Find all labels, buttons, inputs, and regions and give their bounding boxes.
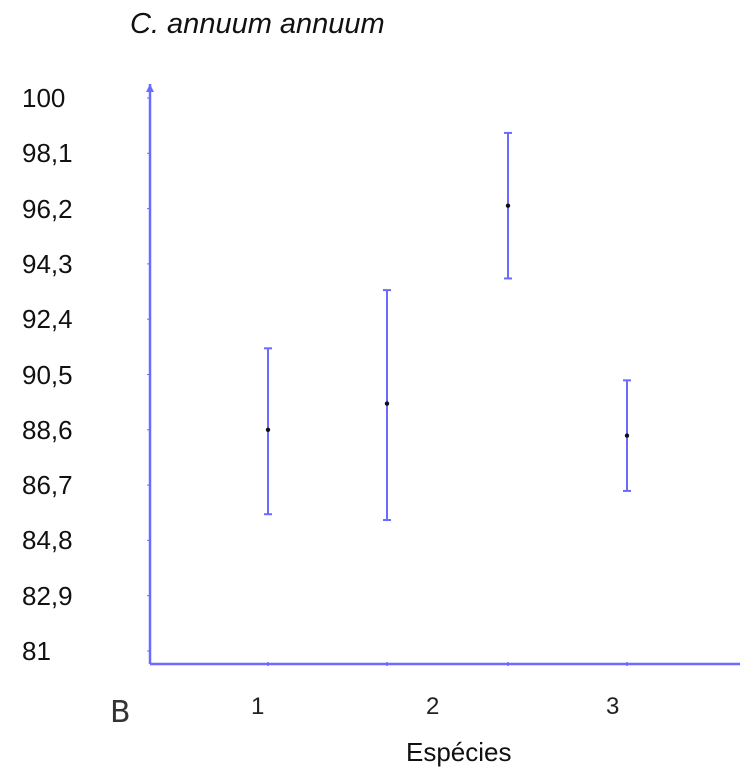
y-tick-label: 96,2 bbox=[22, 193, 73, 224]
error-bars bbox=[264, 131, 631, 522]
y-axis-arrow bbox=[146, 84, 154, 92]
axes bbox=[146, 84, 740, 666]
y-tick-label: 81 bbox=[22, 636, 51, 666]
y-tick-label: 82,9 bbox=[22, 580, 73, 611]
y-tick-label: 92,4 bbox=[22, 304, 73, 335]
error-bar-group bbox=[383, 289, 391, 522]
y-tick-label: 94,3 bbox=[22, 248, 73, 279]
error-bar-group bbox=[264, 347, 272, 516]
mean-point bbox=[624, 433, 630, 438]
error-bar-group bbox=[504, 131, 512, 280]
y-tick-label: 86,7 bbox=[22, 470, 73, 501]
mean-point bbox=[384, 401, 390, 406]
mean-point bbox=[265, 427, 271, 432]
x-axis-label: Espécies bbox=[406, 737, 512, 767]
x-tick-label: 3 bbox=[606, 693, 620, 720]
error-bar-group bbox=[623, 379, 631, 492]
y-tick-label: 88,6 bbox=[22, 414, 73, 445]
y-tick-label: 84,8 bbox=[22, 525, 73, 556]
y-tick-label: 100 bbox=[22, 83, 66, 113]
y-tick-label: 98,1 bbox=[22, 138, 73, 169]
x-tick-label: 2 bbox=[426, 693, 440, 720]
panel-label: B bbox=[110, 695, 131, 730]
chart-title: C. annuum annuum bbox=[130, 8, 385, 40]
x-tick-label: 1 bbox=[251, 693, 265, 720]
y-tick-label: 90,5 bbox=[22, 359, 73, 390]
mean-point bbox=[505, 203, 511, 208]
